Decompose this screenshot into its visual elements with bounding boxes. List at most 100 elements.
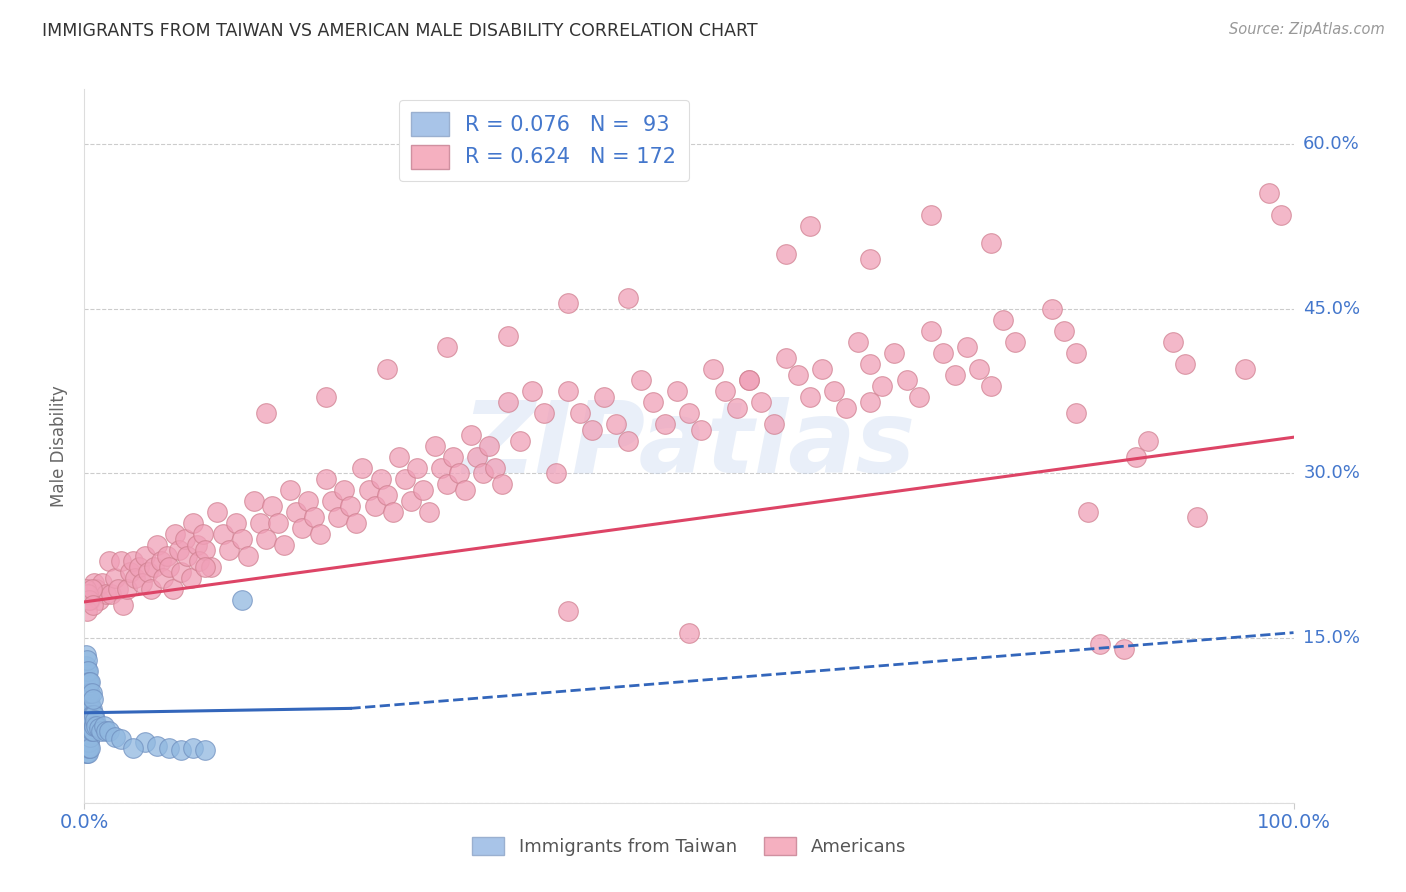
Point [786,368,808,382]
Point [980,378,1002,392]
Point [80,724,103,739]
Point [907,390,929,404]
Point [80,708,103,723]
Point [375,488,398,502]
Point [76,724,98,739]
Point [472,467,495,481]
Point [194,559,217,574]
Point [77,719,100,733]
Point [436,340,458,354]
Point [725,401,748,415]
Point [82,724,104,739]
Point [100,587,122,601]
Text: 30.0%: 30.0% [1303,465,1360,483]
Point [79,697,101,711]
Point [1270,209,1292,223]
Point [328,510,350,524]
Point [333,483,356,497]
Point [90,724,112,739]
Point [77,686,100,700]
Point [352,461,374,475]
Point [83,708,105,723]
Point [544,467,567,481]
Point [75,719,97,733]
Point [321,494,343,508]
Point [375,362,398,376]
Point [75,686,97,700]
Point [157,740,180,755]
Point [121,740,143,755]
Point [191,526,214,541]
Point [630,373,652,387]
Point [533,406,555,420]
Point [581,423,603,437]
Point [751,395,773,409]
Point [738,373,761,387]
Point [77,702,100,716]
Point [121,554,143,568]
Point [77,708,100,723]
Point [617,434,640,448]
Point [176,549,198,563]
Point [75,648,97,662]
Point [883,345,905,359]
Point [467,450,489,464]
Point [231,592,253,607]
Point [75,658,97,673]
Point [920,209,942,223]
Point [254,533,277,547]
Point [77,747,100,761]
Point [149,554,172,568]
Text: Source: ZipAtlas.com: Source: ZipAtlas.com [1229,22,1385,37]
Point [77,691,100,706]
Point [775,351,797,366]
Point [654,417,676,431]
Point [77,675,100,690]
Point [170,743,193,757]
Point [170,566,193,580]
Point [77,714,100,728]
Point [76,714,98,728]
Text: IMMIGRANTS FROM TAIWAN VS AMERICAN MALE DISABILITY CORRELATION CHART: IMMIGRANTS FROM TAIWAN VS AMERICAN MALE … [42,22,758,40]
Point [956,340,979,354]
Point [79,724,101,739]
Point [134,735,156,749]
Point [79,708,101,723]
Point [346,516,368,530]
Point [339,500,361,514]
Point [835,401,858,415]
Point [896,373,918,387]
Point [75,669,97,683]
Point [1064,406,1087,420]
Point [83,576,105,591]
Point [138,566,160,580]
Point [87,592,110,607]
Point [76,681,98,695]
Point [423,439,446,453]
Point [678,406,700,420]
Point [79,686,101,700]
Point [173,533,195,547]
Point [284,505,308,519]
Point [406,461,429,475]
Point [134,549,156,563]
Point [297,494,319,508]
Point [859,395,882,409]
Point [77,708,100,723]
Point [315,472,337,486]
Point [167,543,190,558]
Point [302,510,325,524]
Point [76,691,98,706]
Point [139,582,162,596]
Point [97,554,120,568]
Point [76,719,98,733]
Point [110,732,132,747]
Point [77,686,100,700]
Point [225,516,247,530]
Point [678,625,700,640]
Point [75,714,97,728]
Point [75,747,97,761]
Point [249,516,271,530]
Point [194,743,217,757]
Point [520,384,543,398]
